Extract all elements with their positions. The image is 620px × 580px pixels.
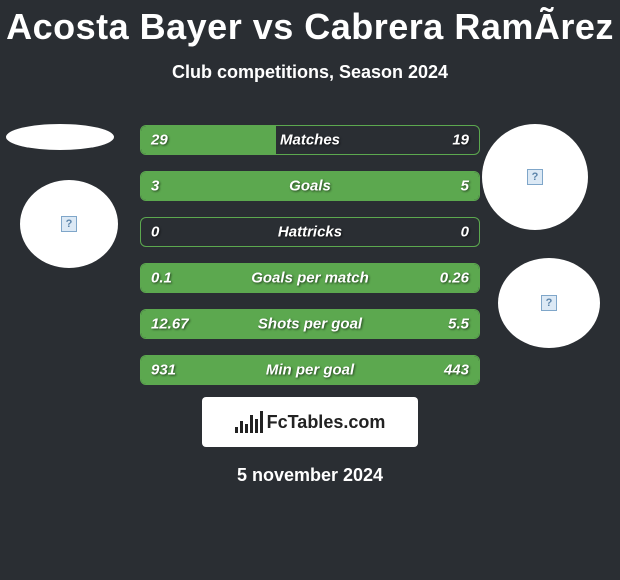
stat-value-left: 0: [151, 224, 159, 241]
stat-value-left: 3: [151, 178, 159, 195]
stat-label: Matches: [280, 132, 340, 149]
page-subtitle: Club competitions, Season 2024: [0, 62, 620, 83]
stat-row: 0 Hattricks 0: [140, 217, 480, 247]
avatar-left-shadow: [6, 124, 114, 150]
stat-label: Hattricks: [278, 224, 342, 241]
stat-row: 29 Matches 19: [140, 125, 480, 155]
stat-value-left: 931: [151, 362, 176, 379]
stat-value-right: 443: [444, 362, 469, 379]
stat-label: Shots per goal: [258, 316, 362, 333]
logo-text: FcTables.com: [267, 412, 386, 433]
stat-value-left: 29: [151, 132, 168, 149]
avatar-right-top: [482, 124, 588, 230]
stat-value-right: 0: [461, 224, 469, 241]
stat-rows: 29 Matches 19 3 Goals 5 0 Hattricks 0 0.1 Goals pe…: [140, 125, 480, 401]
stat-label: Min per goal: [266, 362, 354, 379]
logo-bar[interactable]: FcTables.com: [202, 397, 418, 447]
stat-row: 12.67 Shots per goal 5.5: [140, 309, 480, 339]
page-title: Acosta Bayer vs Cabrera RamÃ­rez: [0, 0, 620, 48]
stat-value-left: 0.1: [151, 270, 172, 287]
stat-label: Goals: [289, 178, 331, 195]
avatar-right-bottom: [498, 258, 600, 348]
image-placeholder-icon: [527, 169, 543, 185]
stat-row: 0.1 Goals per match 0.26: [140, 263, 480, 293]
image-placeholder-icon: [61, 216, 77, 232]
stat-label: Goals per match: [251, 270, 369, 287]
stat-value-right: 19: [452, 132, 469, 149]
avatar-left: [20, 180, 118, 268]
stat-row: 3 Goals 5: [140, 171, 480, 201]
date-line: 5 november 2024: [0, 465, 620, 486]
stat-value-left: 12.67: [151, 316, 189, 333]
stat-value-right: 5: [461, 178, 469, 195]
stat-value-right: 5.5: [448, 316, 469, 333]
image-placeholder-icon: [541, 295, 557, 311]
logo-chart-icon: [235, 411, 263, 433]
stat-value-right: 0.26: [440, 270, 469, 287]
stat-row: 931 Min per goal 443: [140, 355, 480, 385]
